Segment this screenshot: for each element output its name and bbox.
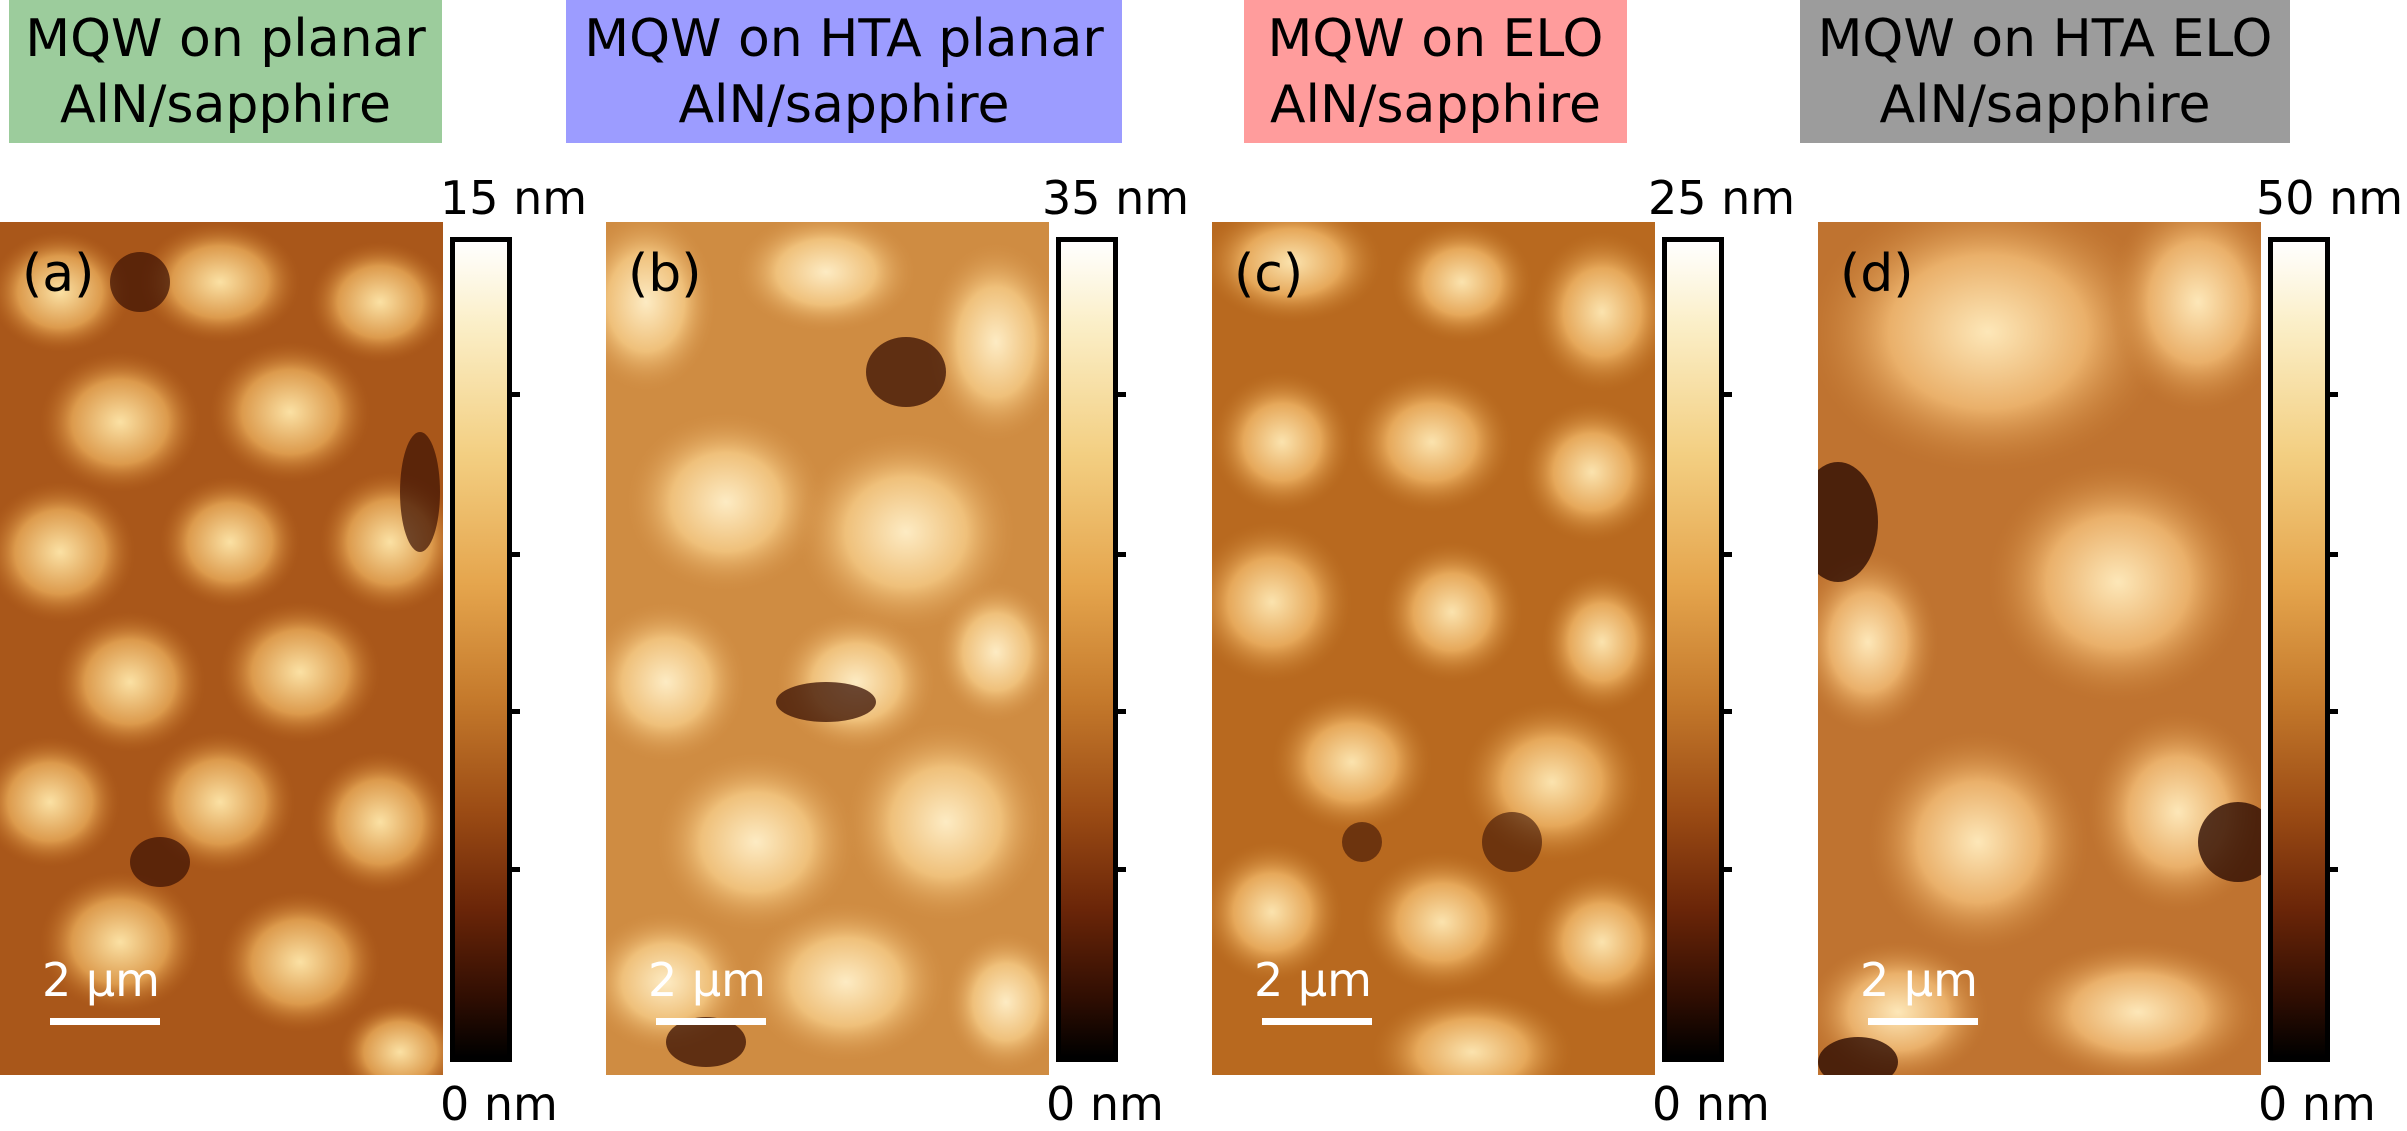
panel-b-title: MQW on HTA planar AlN/sapphire: [566, 0, 1122, 143]
panel-a-title-line2: AlN/sapphire: [59, 74, 392, 135]
panel-b-afm-image: (b) 2 μm: [606, 222, 1049, 1075]
panel-d-title: MQW on HTA ELO AlN/sapphire: [1800, 0, 2290, 143]
panel-d-colorbar-min: 0 nm: [2258, 1077, 2376, 1131]
panel-a-afm-image: (a) 2 μm: [0, 222, 443, 1075]
panel-d: MQW on HTA ELO AlN/sapphire: [1800, 0, 2407, 1130]
panel-a-colorbar: [450, 237, 520, 1062]
panel-b-colorbar-min: 0 nm: [1046, 1077, 1164, 1131]
panel-a-scale-bar: [50, 1018, 160, 1025]
panel-c-title-line2: AlN/sapphire: [1269, 74, 1602, 135]
panel-c-colorbar-max: 25 nm: [1648, 171, 1796, 225]
panel-c-colorbar-min: 0 nm: [1652, 1077, 1770, 1131]
panel-a-title: MQW on planar AlN/sapphire: [9, 0, 442, 143]
panel-c-scale-bar: [1262, 1018, 1372, 1025]
panel-a-label: (a): [22, 244, 95, 304]
panel-b-label: (b): [628, 244, 702, 304]
panel-c-title: MQW on ELO AlN/sapphire: [1244, 0, 1627, 143]
panel-d-colorbar: [2268, 237, 2338, 1062]
panel-a-colorbar-max: 15 nm: [440, 171, 588, 225]
panel-c-scale-text: 2 μm: [1254, 953, 1372, 1007]
panel-a-scale-text: 2 μm: [42, 953, 160, 1007]
panel-c-label: (c): [1234, 244, 1304, 304]
panel-b-title-line1: MQW on HTA planar: [584, 8, 1104, 69]
panel-b-colorbar: [1056, 237, 1126, 1062]
panel-d-title-line1: MQW on HTA ELO: [1817, 8, 2273, 69]
panel-c-afm-image: (c) 2 μm: [1212, 222, 1655, 1075]
panel-b-colorbar-max: 35 nm: [1042, 171, 1190, 225]
panel-a-title-line1: MQW on planar: [25, 8, 426, 69]
panel-b-title-line2: AlN/sapphire: [678, 74, 1010, 135]
panel-d-scale-bar: [1868, 1018, 1978, 1025]
panel-b: MQW on HTA planar AlN/sapphire: [566, 0, 1206, 1130]
panel-a: MQW on planar AlN/sapphire: [0, 0, 600, 1130]
panel-d-title-line2: AlN/sapphire: [1879, 74, 2211, 135]
panel-d-label: (d): [1840, 244, 1914, 304]
panel-c: MQW on ELO AlN/sapphire: [1212, 0, 1812, 1130]
panel-b-scale-bar: [656, 1018, 766, 1025]
panel-a-colorbar-min: 0 nm: [440, 1077, 558, 1131]
panel-c-colorbar: [1662, 237, 1732, 1062]
panel-d-afm-image: (d) 2 μm: [1818, 222, 2261, 1075]
panel-d-scale-text: 2 μm: [1860, 953, 1978, 1007]
panel-d-colorbar-max: 50 nm: [2256, 171, 2404, 225]
panel-b-scale-text: 2 μm: [648, 953, 766, 1007]
panel-c-title-line1: MQW on ELO: [1267, 8, 1604, 69]
